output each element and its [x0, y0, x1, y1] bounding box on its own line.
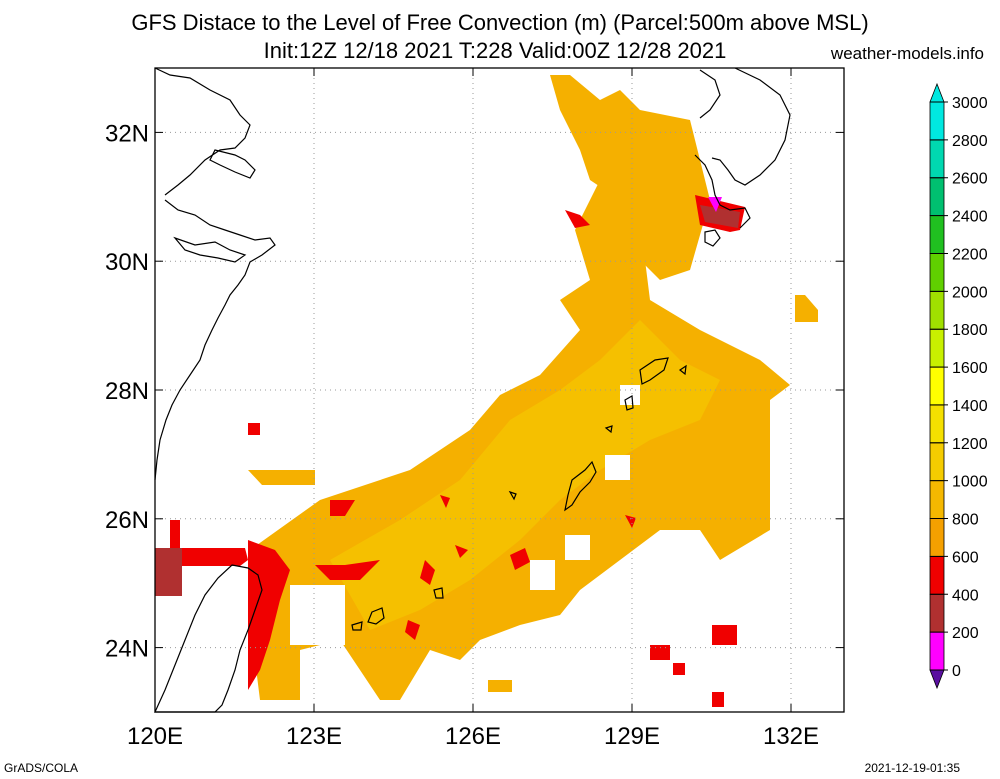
field-red: [248, 423, 260, 435]
colorbar-segment: [929, 177, 945, 217]
field-gap: [660, 535, 685, 565]
coast-kyushu: [694, 154, 751, 229]
footer-timestamp: 2021-12-19-01:35: [864, 761, 960, 775]
island-miyako: [433, 587, 444, 599]
colorbar-label: 200: [952, 625, 979, 642]
field-red: [712, 625, 737, 645]
colorbar-label: 400: [952, 587, 979, 604]
y-tick-label: 32N: [105, 120, 149, 147]
island-yakushima: [704, 229, 721, 247]
field-red: [673, 663, 685, 675]
field-red: [625, 515, 636, 528]
field-gap: [565, 535, 590, 560]
coast-korea-japan: [711, 67, 791, 186]
field-east-patch: [795, 295, 818, 322]
colorbar-label: 1600: [952, 360, 988, 377]
field-red: [315, 560, 380, 580]
colorbar-label: 2000: [952, 284, 988, 301]
island-ishigaki: [367, 607, 385, 625]
island-small: [678, 364, 687, 376]
colorbar-label: 2400: [952, 209, 988, 226]
island-small: [508, 490, 517, 501]
island-iriomote: [351, 621, 363, 631]
y-tick-label: 30N: [105, 249, 149, 276]
x-tick-label: 129E: [604, 723, 660, 750]
y-tick-label: 26N: [105, 507, 149, 534]
island-small: [624, 395, 634, 411]
colorbar-label: 2200: [952, 246, 988, 263]
colorbar-segment: [929, 215, 945, 254]
field-gap: [290, 585, 345, 645]
field-gap: [605, 455, 630, 480]
colorbar-label: 600: [952, 549, 979, 566]
colorbar-label: 1200: [952, 436, 988, 453]
field-west-lobe: [248, 470, 315, 485]
colorbar-segment: [929, 556, 945, 595]
map-axes: 120E 123E 126E 129E 132E 24N 26N 28N 30N 32N: [105, 68, 844, 750]
field-red: [712, 692, 724, 707]
convection-field: [155, 75, 818, 707]
x-tick-label: 126E: [445, 723, 501, 750]
map-title: GFS Distace to the Level of Free Convect…: [131, 10, 869, 35]
field-red: [440, 495, 450, 508]
coast-north-islands: [699, 69, 721, 119]
coast-bay: [173, 236, 247, 263]
field-red: [420, 560, 435, 585]
colorbar-segment: [929, 290, 945, 330]
island-small: [604, 425, 613, 434]
field-red: [330, 500, 355, 516]
colorbar-label: 0: [952, 663, 961, 680]
coast-river-mouth: [209, 149, 256, 179]
field-red: [455, 545, 468, 558]
colorbar-segment: [929, 139, 945, 179]
y-tick-label: 24N: [105, 636, 149, 663]
coastlines: [154, 67, 791, 713]
field-red: [565, 210, 590, 228]
colorbar-label: 1000: [952, 474, 988, 491]
colorbar-segment: [929, 480, 945, 519]
field-red: [405, 620, 420, 640]
colorbar-segment: [929, 631, 945, 671]
colorbar: 0 200 400 600 800 1000 1200 1400 1600 1800 2000 220…: [929, 82, 988, 690]
field-brown: [700, 205, 740, 228]
colorbar-segment: [929, 593, 945, 633]
field-band-north: [550, 75, 710, 280]
colorbar-label: 1400: [952, 398, 988, 415]
site-label: weather-models.info: [830, 44, 984, 63]
field-red: [510, 548, 530, 570]
island-okinawa: [564, 460, 597, 512]
coast-china-central: [154, 199, 276, 481]
colorbar-label: 800: [952, 512, 979, 529]
y-tick-label: 28N: [105, 378, 149, 405]
coast-china-north: [154, 67, 251, 196]
x-tick-label: 120E: [127, 723, 183, 750]
colorbar-segment: [929, 366, 945, 406]
colorbar-segment: [929, 518, 945, 557]
field-gap: [530, 560, 555, 590]
map-subtitle: Init:12Z 12/18 2021 T:228 Valid:00Z 12/2…: [263, 38, 727, 63]
colorbar-segment: [929, 328, 945, 368]
coast-taiwan: [154, 564, 263, 713]
colorbar-segment: [929, 442, 945, 482]
x-tick-label: 132E: [763, 723, 819, 750]
colorbar-label: 2600: [952, 171, 988, 188]
field-south-patch: [488, 680, 512, 692]
footer-credit: GrADS/COLA: [4, 761, 79, 775]
colorbar-min-arrow: [929, 669, 945, 690]
colorbar-max-arrow: [929, 82, 945, 103]
colorbar-label: 3000: [952, 95, 988, 112]
island-amami: [639, 357, 669, 385]
colorbar-label: 1800: [952, 322, 988, 339]
colorbar-segment: [929, 253, 945, 292]
field-brown: [155, 548, 182, 596]
x-tick-label: 123E: [286, 723, 342, 750]
colorbar-label: 2800: [952, 133, 988, 150]
field-red: [650, 645, 670, 660]
field-gap: [620, 385, 640, 405]
colorbar-segment: [929, 404, 945, 444]
colorbar-segment: [929, 101, 945, 141]
